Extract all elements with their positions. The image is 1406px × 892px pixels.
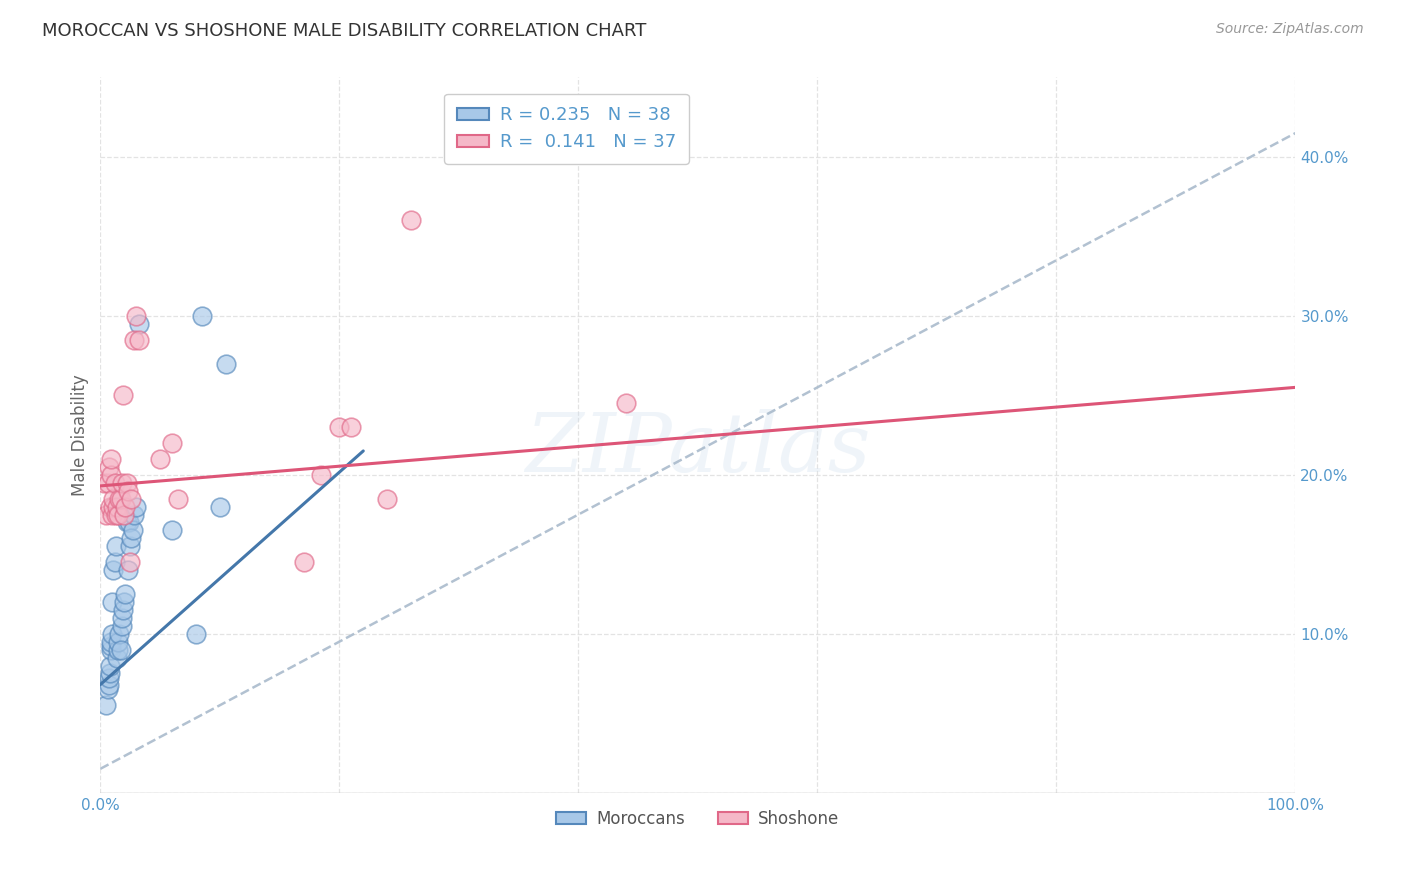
- Point: [100, 642, 122, 657]
- Point: [122, 333, 145, 347]
- Text: MOROCCAN VS SHOSHONE MALE DISABILITY CORRELATION CHART: MOROCCAN VS SHOSHONE MALE DISABILITY COR…: [42, 22, 647, 40]
- Point: [311, 467, 333, 482]
- Point: [101, 626, 124, 640]
- Point: [97, 671, 120, 685]
- Point: [117, 483, 139, 498]
- Point: [125, 500, 148, 514]
- Point: [114, 500, 136, 514]
- Point: [115, 475, 138, 490]
- Point: [111, 619, 134, 633]
- Point: [160, 524, 183, 538]
- Legend: Moroccans, Shoshone: Moroccans, Shoshone: [550, 803, 846, 834]
- Point: [96, 475, 118, 490]
- Point: [122, 508, 145, 522]
- Point: [104, 508, 127, 522]
- Point: [105, 500, 128, 514]
- Text: Source: ZipAtlas.com: Source: ZipAtlas.com: [1216, 22, 1364, 37]
- Point: [115, 516, 138, 530]
- Point: [208, 500, 231, 514]
- Point: [104, 539, 127, 553]
- Point: [120, 491, 142, 506]
- Point: [292, 555, 315, 569]
- Point: [160, 436, 183, 450]
- Point: [100, 634, 122, 648]
- Point: [108, 626, 131, 640]
- Point: [121, 524, 143, 538]
- Point: [614, 396, 637, 410]
- Point: [112, 388, 135, 402]
- Point: [96, 508, 118, 522]
- Point: [103, 491, 125, 506]
- Y-axis label: Male Disability: Male Disability: [72, 374, 89, 496]
- Point: [107, 508, 129, 522]
- Point: [111, 475, 134, 490]
- Point: [125, 309, 148, 323]
- Point: [215, 357, 238, 371]
- Point: [101, 508, 124, 522]
- Point: [340, 420, 363, 434]
- Point: [110, 491, 132, 506]
- Point: [118, 516, 141, 530]
- Point: [149, 451, 172, 466]
- Text: ZIPatlas: ZIPatlas: [526, 409, 870, 490]
- Point: [112, 603, 135, 617]
- Point: [96, 682, 118, 697]
- Point: [103, 500, 125, 514]
- Point: [103, 563, 125, 577]
- Point: [93, 475, 115, 490]
- Point: [184, 626, 207, 640]
- Point: [112, 595, 135, 609]
- Point: [120, 539, 142, 553]
- Point: [107, 634, 129, 648]
- Point: [108, 491, 131, 506]
- Point: [104, 475, 127, 490]
- Point: [375, 491, 398, 506]
- Point: [96, 698, 118, 713]
- Point: [328, 420, 350, 434]
- Point: [97, 459, 120, 474]
- Point: [120, 555, 142, 569]
- Point: [98, 500, 121, 514]
- Point: [100, 640, 122, 654]
- Point: [97, 677, 120, 691]
- Point: [101, 595, 124, 609]
- Point: [120, 532, 142, 546]
- Point: [98, 658, 121, 673]
- Point: [167, 491, 190, 506]
- Point: [100, 467, 122, 482]
- Point: [100, 451, 122, 466]
- Point: [112, 508, 135, 522]
- Point: [117, 563, 139, 577]
- Point: [128, 333, 150, 347]
- Point: [128, 317, 150, 331]
- Point: [110, 642, 132, 657]
- Point: [104, 555, 127, 569]
- Point: [105, 650, 128, 665]
- Point: [399, 213, 422, 227]
- Point: [114, 587, 136, 601]
- Point: [107, 642, 129, 657]
- Point: [98, 666, 121, 681]
- Point: [111, 611, 134, 625]
- Point: [191, 309, 214, 323]
